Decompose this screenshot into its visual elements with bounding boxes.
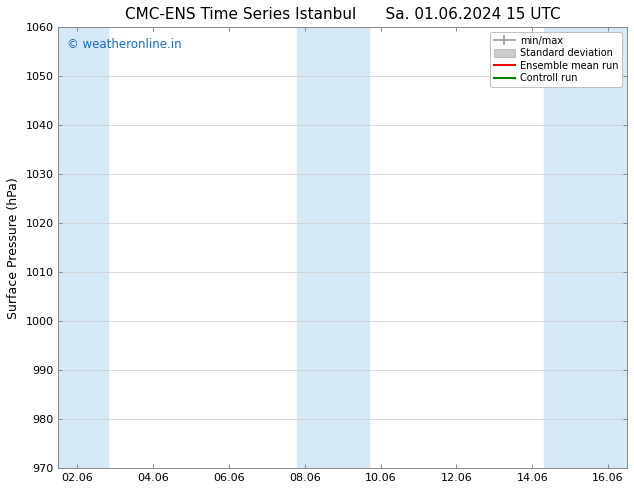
Bar	[297, 27, 332, 468]
Y-axis label: Surface Pressure (hPa): Surface Pressure (hPa)	[7, 177, 20, 318]
Legend: min/max, Standard deviation, Ensemble mean run, Controll run: min/max, Standard deviation, Ensemble me…	[489, 32, 622, 87]
Bar	[581, 27, 627, 468]
Bar	[544, 27, 581, 468]
Text: © weatheronline.in: © weatheronline.in	[67, 38, 181, 51]
Title: CMC-ENS Time Series Istanbul      Sa. 01.06.2024 15 UTC: CMC-ENS Time Series Istanbul Sa. 01.06.2…	[125, 7, 560, 22]
Bar	[332, 27, 369, 468]
Bar	[58, 27, 108, 468]
